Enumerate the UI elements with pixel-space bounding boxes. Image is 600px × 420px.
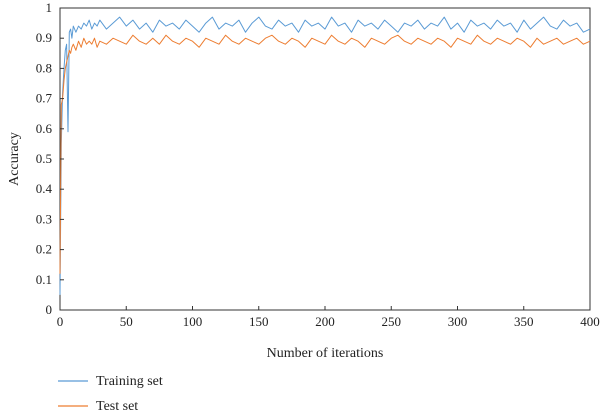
plot-frame (59, 7, 591, 311)
x-tick-label: 300 (448, 314, 468, 329)
training-set-line (59, 16, 591, 295)
x-tick-label: 350 (514, 314, 534, 329)
y-tick-label: 0.7 (36, 91, 53, 106)
x-axis-ticks: 0 50 100 150 200 250 300 350 400 (57, 306, 600, 329)
x-tick-label: 400 (580, 314, 600, 329)
y-tick-label: 1 (46, 0, 53, 15)
x-axis-label: Number of iterations (267, 346, 384, 361)
x-tick-label: 0 (57, 314, 64, 329)
series-layer (59, 16, 591, 295)
plot-area (59, 7, 591, 311)
test-set-line (59, 34, 591, 274)
y-tick-label: 0.5 (36, 151, 52, 166)
x-tick-label: 50 (120, 314, 133, 329)
y-axis-label: Accuracy (7, 132, 22, 186)
y-tick-label: 0.4 (36, 181, 53, 196)
y-tick-label: 0.1 (36, 272, 52, 287)
y-tick-label: 0.2 (36, 242, 52, 257)
y-axis-ticks: 0 0.1 0.2 0.3 0.4 0.5 0.6 0.7 0.8 0.9 1 (36, 0, 64, 317)
y-tick-label: 0 (46, 302, 53, 317)
legend-label-training: Training set (96, 374, 163, 389)
x-tick-label: 250 (382, 314, 402, 329)
y-tick-label: 0.3 (36, 211, 52, 226)
x-tick-label: 100 (183, 314, 203, 329)
y-tick-label: 0.9 (36, 30, 52, 45)
legend-label-test: Test set (96, 399, 138, 414)
y-tick-label: 0.6 (36, 121, 53, 136)
y-tick-label: 0.8 (36, 60, 52, 75)
x-tick-label: 200 (315, 314, 335, 329)
x-tick-label: 150 (249, 314, 269, 329)
legend: Training set Test set (58, 374, 163, 414)
